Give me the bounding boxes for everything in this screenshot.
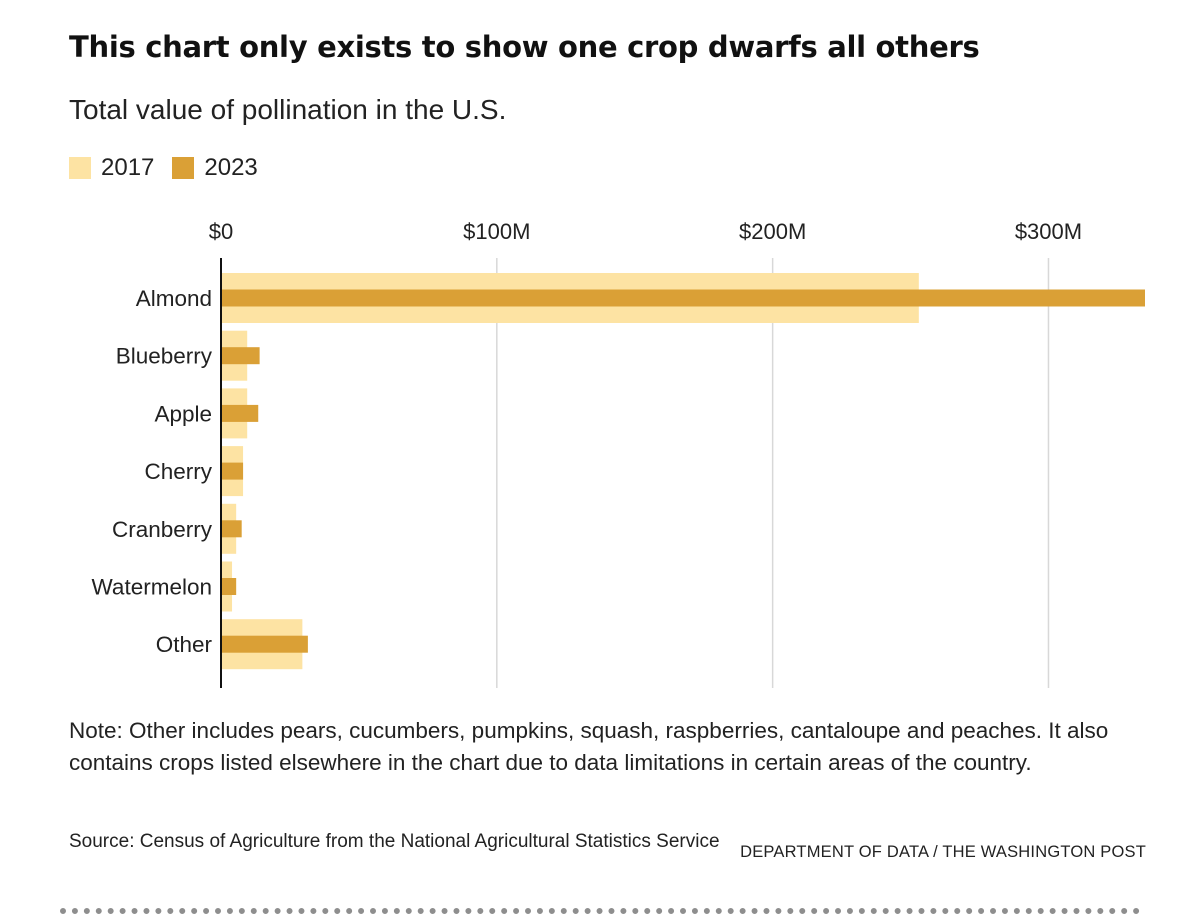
bar-chart: $0 $100M $200M $300M Almond Blueberry Apple Ch… [92,219,1145,688]
chart-note: Note: Other includes pears, cucumbers, p… [69,718,1109,775]
x-tick-label: $0 [209,219,233,244]
category-label: Almond [136,286,212,311]
x-tick-label: $300M [1015,219,1082,244]
category-label: Blueberry [116,344,213,369]
bar-2023 [221,520,242,538]
legend-label-2017: 2017 [101,154,155,181]
chart-source: Source: Census of Agriculture from the N… [69,831,720,852]
category-label: Cherry [144,459,212,484]
category-label: Other [156,632,213,657]
legend-swatch-2017 [69,157,91,179]
legend-label-2023: 2023 [204,154,258,181]
legend-swatch-2023 [172,157,195,179]
bars [221,273,1145,670]
category-label: Cranberry [112,517,213,542]
category-label: Watermelon [92,575,212,600]
category-labels: Almond Blueberry Apple Cherry Cranberry Water… [92,286,213,657]
bar-2023 [221,404,259,422]
legend: 2017 2023 [69,154,276,182]
legend-item-2023: 2023 [172,154,258,182]
chart-credit: DEPARTMENT OF DATA / THE WASHINGTON POST [740,843,1146,861]
bar-2023 [221,578,237,595]
bar-2023 [221,289,1145,307]
category-label: Apple [154,401,212,426]
legend-item-2017: 2017 [69,154,154,182]
x-tick-label: $200M [739,219,806,244]
bar-2023 [221,635,308,653]
bar-2023 [221,347,260,365]
chart-subtitle: Total value of pollination in the U.S. [69,94,507,125]
grid-lines [496,258,1050,688]
cropped-text-edge [60,904,1140,922]
chart-title: This chart only exists to show one crop … [69,30,980,64]
x-axis-ticks: $0 $100M $200M $300M [209,219,1082,244]
x-tick-label: $100M [463,219,530,244]
bar-2023 [221,462,244,480]
